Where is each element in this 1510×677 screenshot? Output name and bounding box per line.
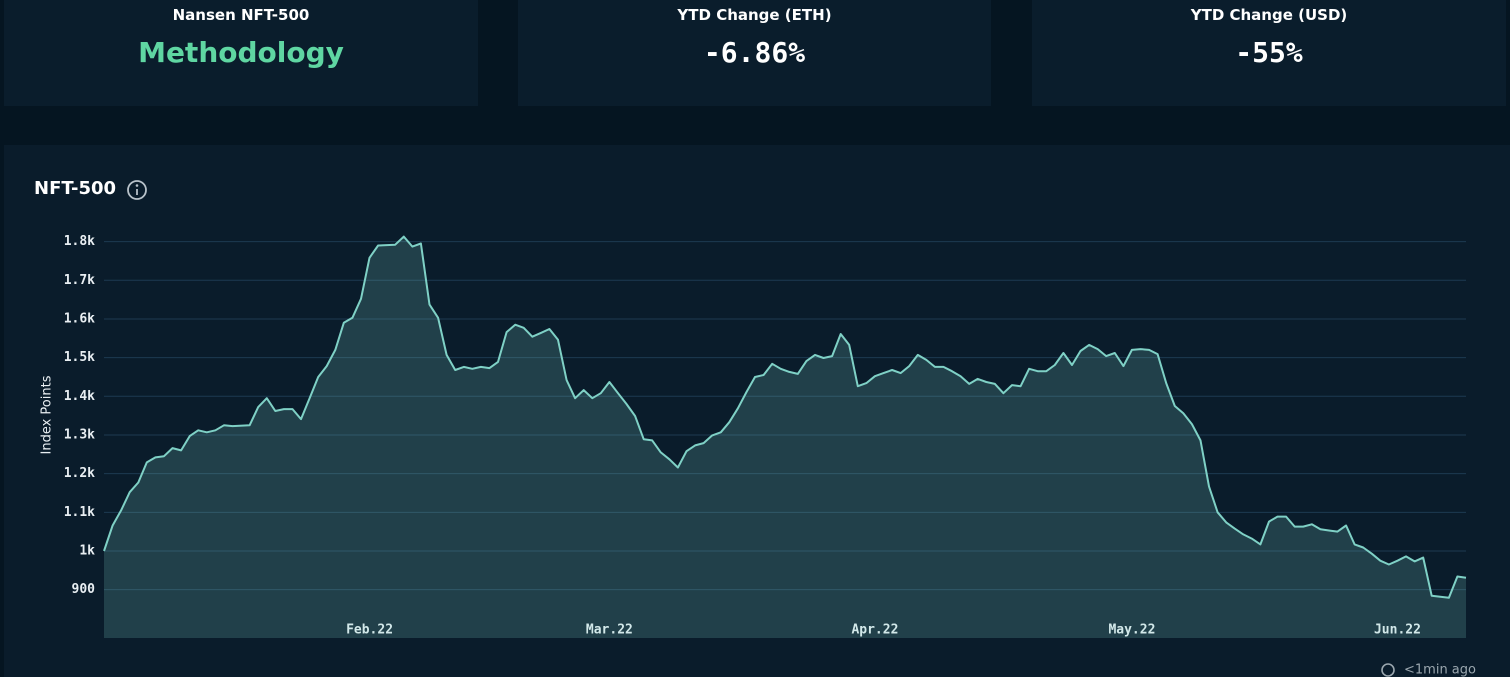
y-tick-label: 1.4k xyxy=(64,389,95,404)
plot: 900 1k 1.1k 1.2k 1.3k 1.4k 1.5k 1.6k 1.7k 1.8k Feb… xyxy=(64,234,1467,638)
x-tick-label: May.22 xyxy=(1108,623,1155,638)
y-tick-label: 1.6k xyxy=(64,311,95,326)
x-tick-label: Jun.22 xyxy=(1374,623,1421,638)
card-value: -6.86% xyxy=(703,36,806,69)
card-value: -55% xyxy=(1235,36,1303,69)
area xyxy=(104,236,1466,638)
y-tick-label: 1.1k xyxy=(64,505,95,520)
methodology-link[interactable]: Methodology xyxy=(138,36,344,69)
info-icon[interactable] xyxy=(127,180,147,200)
card: Nansen NFT-500 Methodology xyxy=(4,0,478,106)
refresh-icon xyxy=(1381,663,1395,677)
card-title: Nansen NFT-500 xyxy=(172,6,310,24)
y-tick-label: 1k xyxy=(79,543,95,558)
y-axis-label: Index Points xyxy=(40,375,55,454)
y-tick-label: 1.7k xyxy=(64,273,95,288)
x-tick-label: Mar.22 xyxy=(586,623,633,638)
x-tick-label: Apr.22 xyxy=(851,623,898,638)
card: YTD Change (USD) -55% xyxy=(1032,0,1506,106)
x-tick-label: Feb.22 xyxy=(346,623,393,638)
updated-label: <1min ago xyxy=(1404,663,1476,677)
card-title: YTD Change (USD) xyxy=(1190,6,1348,24)
card: YTD Change (ETH) -6.86% xyxy=(518,0,991,106)
line xyxy=(103,235,1467,599)
chart-title: NFT-500 xyxy=(34,178,116,199)
chart-panel xyxy=(4,145,1510,677)
y-tick-label: 900 xyxy=(72,582,96,597)
card-title: YTD Change (ETH) xyxy=(677,6,832,24)
y-tick-label: 1.8k xyxy=(64,234,95,249)
y-tick-label: 1.2k xyxy=(64,466,95,481)
y-tick-label: 1.3k xyxy=(64,427,95,442)
y-tick-label: 1.5k xyxy=(64,350,95,365)
